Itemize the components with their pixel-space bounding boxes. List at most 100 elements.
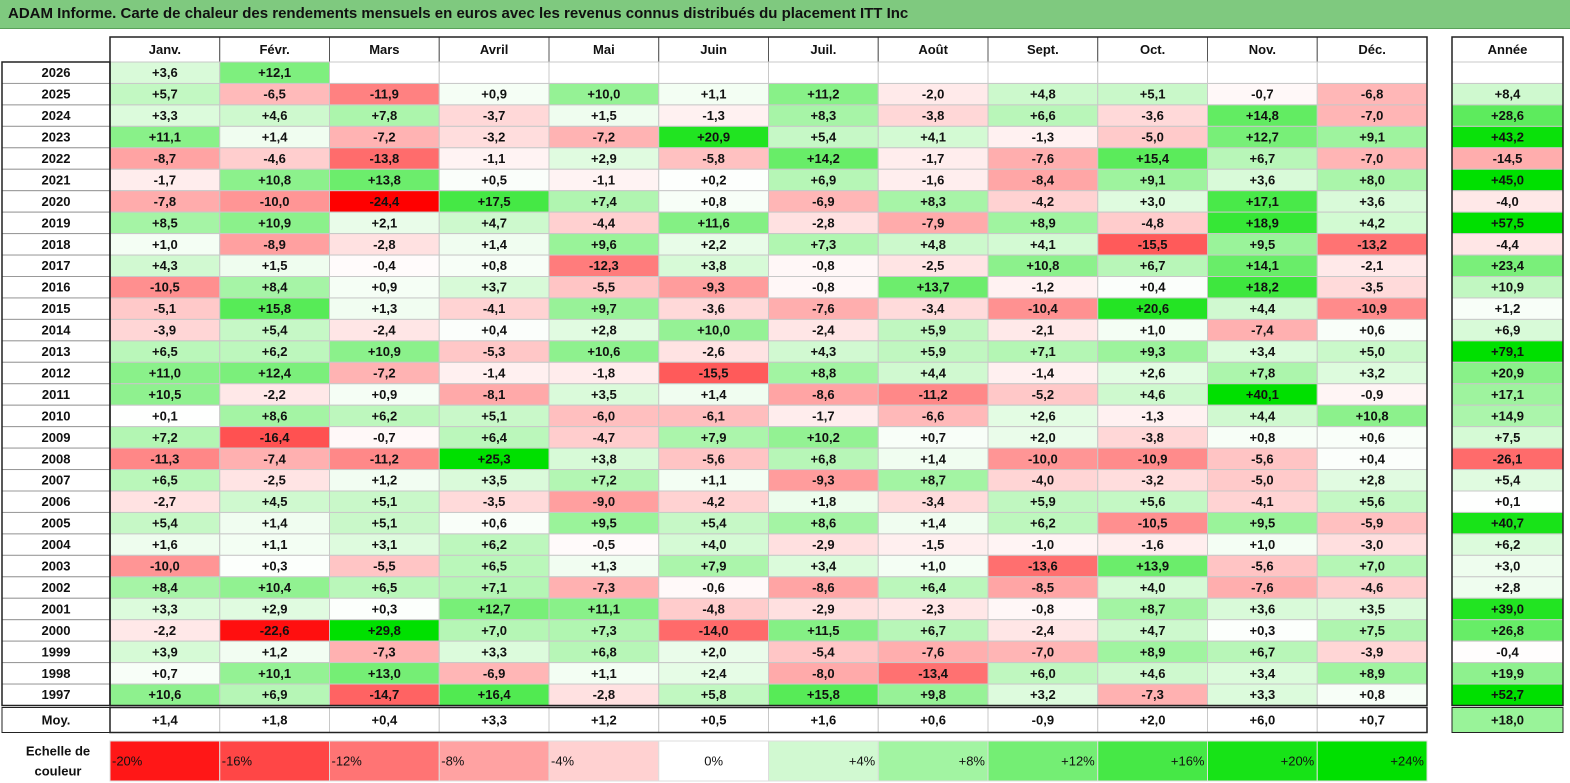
heat-cell-value: -2,7 [154, 494, 176, 509]
heat-cell-value: +7,0 [1359, 559, 1385, 574]
heat-cell-value: +10,9 [368, 344, 401, 359]
year-label: 2000 [42, 623, 71, 638]
heat-cell-value: +0,9 [372, 387, 398, 402]
heat-cell-value: -7,6 [1251, 580, 1273, 595]
heat-cell-value: +6,2 [1030, 516, 1056, 531]
heat-cell-value: -6,6 [922, 408, 944, 423]
heat-cell-value: +8,5 [152, 215, 178, 230]
heat-cell-value: +15,8 [807, 687, 840, 702]
heat-cell [438, 61, 550, 84]
average-cell-value: +0,5 [701, 712, 727, 727]
heat-cell-value: +1,6 [152, 537, 178, 552]
average-cell-value: +3,3 [481, 712, 507, 727]
heat-cell-value: +14,8 [1246, 108, 1279, 123]
scale-swatch [438, 740, 550, 782]
annual-cell-value: +10,9 [1491, 280, 1524, 295]
heat-cell-value: -5,1 [154, 301, 176, 316]
heat-cell-value: -2,5 [922, 258, 944, 273]
heat-cell-value: +7,9 [701, 559, 727, 574]
heat-cell-value: +0,8 [481, 258, 507, 273]
average-cell [1207, 707, 1318, 733]
heat-cell-value: +4,4 [1250, 301, 1276, 316]
heat-cell-value: +3,6 [1359, 194, 1385, 209]
heat-cell-value: -10,0 [150, 559, 180, 574]
heat-cell-value: +7,2 [591, 473, 617, 488]
heat-cell-value: +2,2 [701, 237, 727, 252]
heat-cell-value: +12,7 [478, 601, 511, 616]
heat-cell-value: -7,4 [263, 451, 286, 466]
year-label: 2012 [42, 365, 71, 380]
heat-cell [987, 61, 1099, 84]
heat-cell-value: -0,6 [702, 580, 724, 595]
heat-cell-value: +10,9 [258, 215, 291, 230]
heat-cell-value: +8,4 [262, 280, 288, 295]
month-header-label: Mars [369, 42, 399, 57]
heat-cell-value: +0,9 [372, 280, 398, 295]
heat-cell-value: +0,3 [1250, 623, 1276, 638]
heat-cell-value: -1,8 [593, 365, 615, 380]
annual-cell-value: +40,7 [1491, 516, 1524, 531]
heat-cell-value: +5,7 [152, 87, 178, 102]
year-label: 2017 [42, 258, 71, 273]
annual-grid-border [1451, 36, 1564, 707]
heat-cell-value: +6,7 [1250, 151, 1276, 166]
heat-cell-value: +0,1 [152, 408, 178, 423]
heat-cell-value: -2,8 [373, 237, 395, 252]
heat-cell-value: +0,5 [481, 172, 507, 187]
heat-cell-value: +1,2 [372, 473, 398, 488]
scale-swatch [1316, 740, 1428, 782]
heat-cell-value: -7,3 [1141, 687, 1163, 702]
annual-cell-value: +79,1 [1491, 344, 1524, 359]
heat-cell-value: -1,4 [483, 365, 506, 380]
heat-cell-value: +3,5 [591, 387, 617, 402]
heat-cell-value: -4,6 [1361, 580, 1383, 595]
year-label: 2023 [42, 130, 71, 145]
heat-cell-value: -8,6 [812, 387, 834, 402]
heat-cell-value: +5,9 [920, 344, 946, 359]
heat-cell-value: -6,0 [593, 408, 615, 423]
heat-cell-value: -5,9 [1361, 516, 1383, 531]
heat-cell-value: +4,6 [1140, 387, 1166, 402]
heat-cell-value: +8,6 [811, 516, 837, 531]
heat-cell-value: +5,4 [152, 516, 178, 531]
heat-cell-value: +1,0 [1140, 323, 1166, 338]
year-label: 2001 [42, 601, 71, 616]
month-header-label: Oct. [1140, 42, 1165, 57]
heat-cell-value: +1,2 [262, 644, 288, 659]
heat-cell-value: +0,8 [1359, 687, 1385, 702]
heat-cell-value: +10,0 [697, 323, 730, 338]
heat-cell-value: +6,5 [481, 559, 507, 574]
heat-cell-value: -0,8 [1032, 601, 1054, 616]
heat-cell-value: -2,1 [1032, 323, 1054, 338]
month-header-label: Mai [593, 42, 615, 57]
heat-cell-value: +0,2 [701, 172, 727, 187]
heat-cell-value: -5,6 [1251, 559, 1273, 574]
heat-cell-value: -11,2 [919, 387, 948, 402]
heat-cell-value: +3,6 [152, 65, 178, 80]
heat-cell-value: -2,8 [593, 687, 615, 702]
heat-cell-value: -5,3 [483, 344, 505, 359]
heat-cell-value: +0,9 [481, 87, 507, 102]
heat-cell-value: +1,4 [262, 130, 288, 145]
heat-cell-value: +13,7 [917, 280, 950, 295]
heat-cell-value: +6,8 [811, 451, 837, 466]
year-label: 2013 [42, 344, 71, 359]
annual-cell-value: +14,9 [1491, 408, 1524, 423]
scale-step-label: -12% [332, 753, 363, 768]
heat-cell-value: +1,4 [481, 237, 507, 252]
heat-cell-value: +2,6 [1140, 365, 1166, 380]
heat-cell-value: +0,7 [920, 430, 946, 445]
heat-cell-value: +2,1 [372, 215, 398, 230]
heat-cell-value: +6,7 [920, 623, 946, 638]
heat-cell-value: +8,3 [920, 194, 946, 209]
heat-cell-value: +5,4 [811, 130, 837, 145]
heat-cell-value: -1,3 [1141, 408, 1163, 423]
heat-cell-value: -7,4 [1251, 323, 1274, 338]
heat-cell-value: -8,9 [263, 237, 285, 252]
heat-cell-value: +8,9 [1030, 215, 1056, 230]
average-row-border [109, 706, 1428, 734]
annual-cell-value: +39,0 [1491, 601, 1524, 616]
heat-cell-value: -10,5 [150, 280, 180, 295]
heat-cell-value: +9,5 [591, 516, 617, 531]
